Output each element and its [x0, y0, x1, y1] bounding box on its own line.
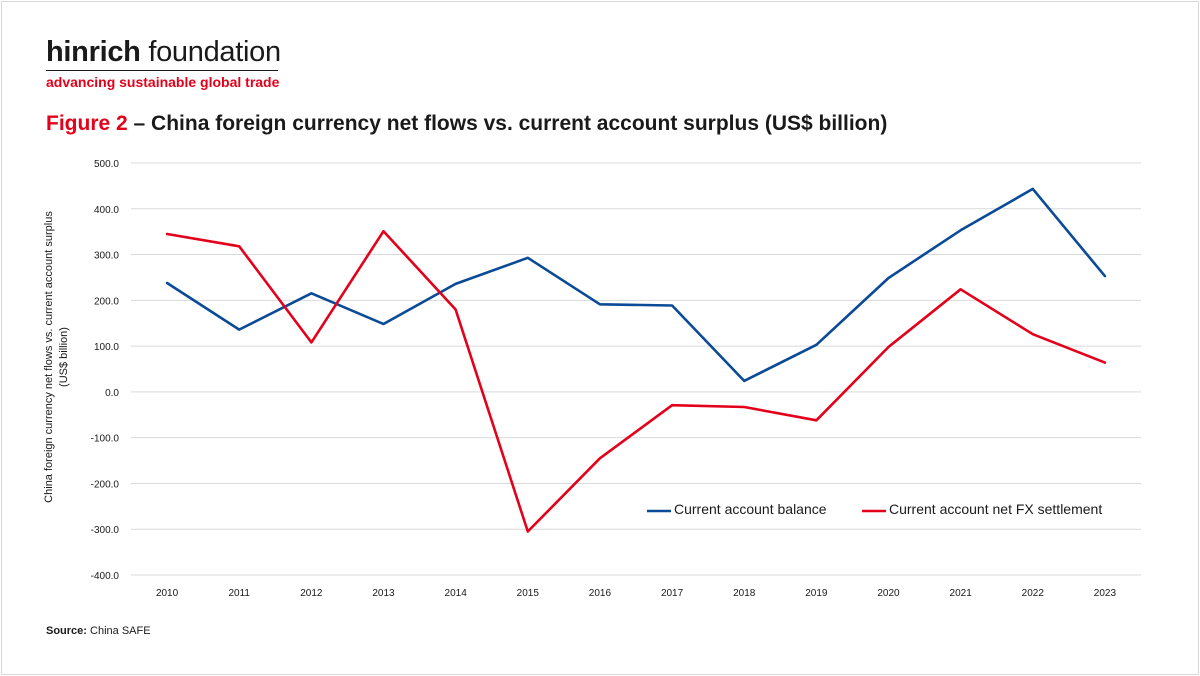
y-tick-label: 0.0 — [105, 388, 119, 399]
y-tick-label: 500.0 — [94, 159, 119, 170]
x-tick-label: 2011 — [228, 588, 250, 599]
hinrich-foundation-logo: hinrich foundation advancing sustainable… — [46, 36, 281, 90]
y-tick-label: 400.0 — [94, 205, 119, 216]
y-tick-label: -200.0 — [91, 479, 120, 490]
series-line-net-fx-settlement — [165, 229, 1107, 533]
source-note: Source: China SAFE — [46, 625, 151, 637]
x-tick-label: 2017 — [661, 588, 684, 599]
y-tick-label: 200.0 — [94, 296, 119, 307]
x-tick-labels: 2010 2011 2012 2013 2014 2015 2016 2017 2018 2019… — [156, 588, 1117, 599]
series-line-current-account-balance — [165, 187, 1107, 383]
x-tick-label: 2016 — [589, 588, 612, 599]
legend-label: Current account net FX settlement — [889, 501, 1102, 517]
legend: Current account balance Current account n… — [647, 501, 1102, 517]
x-tick-label: 2022 — [1022, 588, 1045, 599]
figure-number: Figure 2 — [46, 112, 128, 135]
logo-name-rest: foundation — [140, 36, 281, 68]
series-lines — [165, 187, 1107, 533]
x-tick-label: 2019 — [805, 588, 828, 599]
source-text: China SAFE — [86, 625, 151, 637]
x-tick-label: 2012 — [300, 588, 323, 599]
source-label: Source: — [46, 625, 87, 637]
x-tick-label: 2013 — [372, 588, 395, 599]
y-axis-label-line-2: (US$ billion) — [58, 327, 70, 387]
y-axis-label: China foreign currency net flows vs. cur… — [43, 211, 70, 503]
legend-item-current-account-balance: Current account balance — [647, 501, 827, 517]
logo-tagline: advancing sustainable global trade — [46, 74, 280, 90]
y-axis-label-line-1: China foreign currency net flows vs. cur… — [43, 211, 55, 503]
x-tick-label: 2023 — [1094, 588, 1117, 599]
x-tick-label: 2021 — [950, 588, 973, 599]
legend-item-net-fx-settlement: Current account net FX settlement — [862, 501, 1102, 517]
x-tick-label: 2010 — [156, 588, 179, 599]
figure-title: Figure 2 – China foreign currency net fl… — [46, 112, 887, 136]
logo-name-bold: hinrich — [46, 36, 141, 68]
legend-label: Current account balance — [674, 501, 827, 517]
logo-rule — [46, 70, 278, 71]
y-tick-label: -300.0 — [91, 525, 120, 536]
x-tick-label: 2015 — [517, 588, 540, 599]
y-tick-labels: -400.0 -300.0 -200.0 -100.0 0.0 100.0 200.0 300… — [91, 159, 120, 582]
y-tick-label: -100.0 — [91, 434, 120, 445]
figure-title-text: – China foreign currency net flows vs. c… — [127, 112, 888, 135]
x-tick-label: 2014 — [445, 588, 468, 599]
logo-name: hinrich foundation — [46, 36, 281, 68]
x-tick-label: 2018 — [733, 588, 756, 599]
y-tick-label: 300.0 — [94, 251, 119, 262]
x-tick-label: 2020 — [877, 588, 900, 599]
y-tick-label: -400.0 — [91, 571, 120, 582]
y-tick-label: 100.0 — [94, 342, 119, 353]
